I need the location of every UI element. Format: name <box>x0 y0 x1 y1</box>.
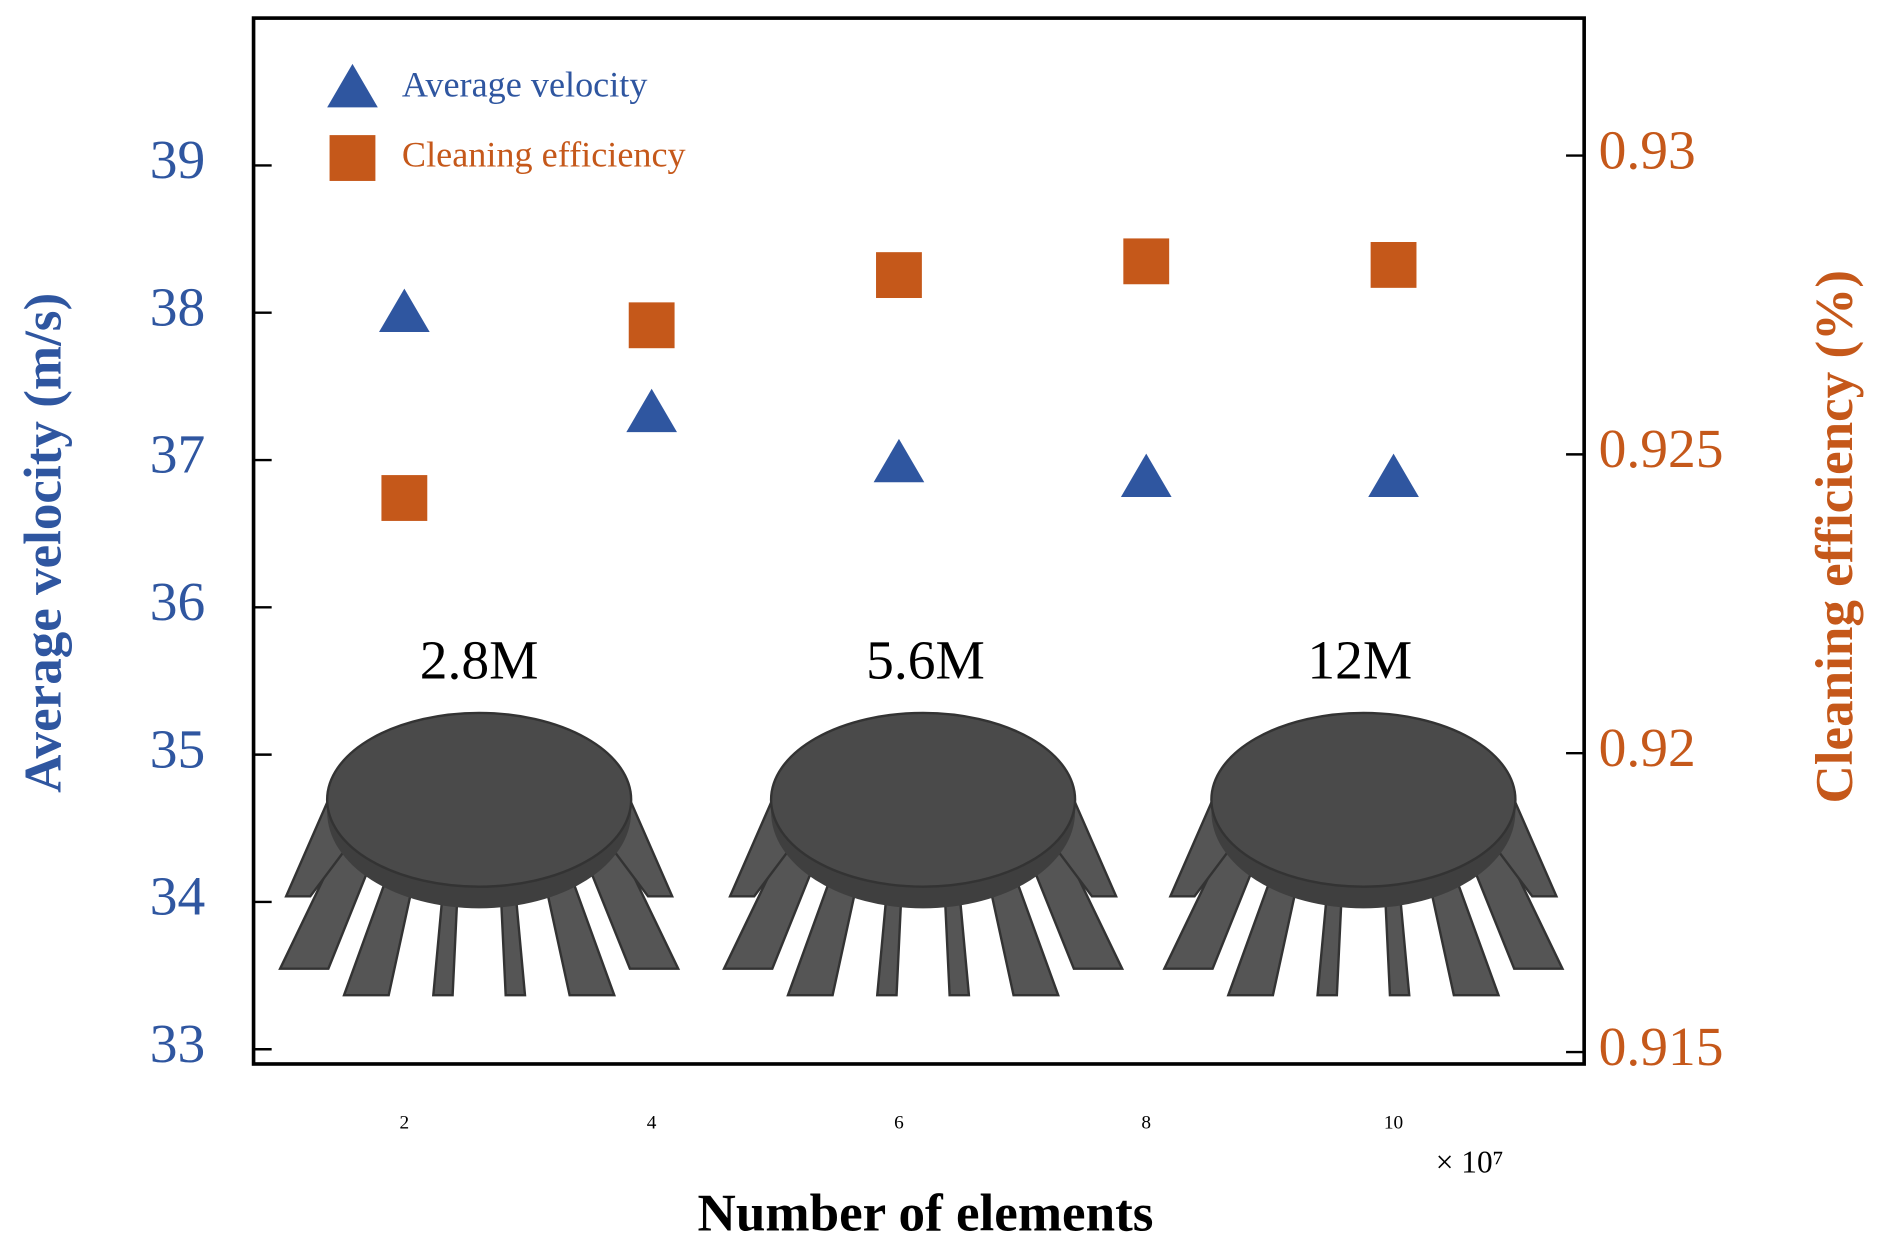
point <box>1120 453 1172 497</box>
y2-axis-title: Cleaning efficiency (%) <box>1806 270 1864 803</box>
legend-marker <box>329 135 376 181</box>
x-multiplier: × 10⁷ <box>1436 1145 1504 1180</box>
point <box>876 252 922 299</box>
y2-tick-label: 0.93 <box>1599 120 1696 181</box>
mesh-label: 2.8M <box>420 631 539 692</box>
y2-tick-label: 0.92 <box>1599 718 1696 779</box>
x-tick-label: 8 <box>1141 1113 1151 1134</box>
point <box>626 388 677 433</box>
mesh-label: 12M <box>1307 631 1412 692</box>
y2-tick-label: 0.915 <box>1599 1017 1724 1078</box>
x-tick-label: 6 <box>894 1113 904 1134</box>
y-tick-label: 34 <box>150 867 205 928</box>
plot-frame <box>251 16 1586 1066</box>
y-tick-label: 39 <box>150 130 205 191</box>
y2-tick-label: 0.925 <box>1599 419 1724 480</box>
x-tick-label: 10 <box>1384 1113 1403 1134</box>
x-tick-label: 2 <box>400 1113 410 1134</box>
legend-marker <box>327 63 378 108</box>
x-axis-title: Number of elements <box>698 1185 1154 1243</box>
x-tick-label: 4 <box>647 1113 657 1134</box>
point <box>379 288 430 333</box>
y-axis-title: Average velocity (m/s) <box>15 293 73 793</box>
y-tick-label: 35 <box>150 719 205 780</box>
mesh-illustrations <box>278 711 1564 997</box>
point <box>873 438 925 483</box>
point <box>381 475 428 521</box>
point <box>1368 453 1419 497</box>
point <box>1370 242 1417 288</box>
mesh-label: 5.6M <box>866 631 985 692</box>
y-tick-label: 33 <box>150 1014 205 1075</box>
point <box>1123 238 1170 285</box>
y-tick-label: 38 <box>150 277 205 338</box>
legend-label: Average velocity <box>402 64 647 104</box>
y-tick-label: 36 <box>150 572 205 633</box>
legend-label: Cleaning efficiency <box>402 134 686 174</box>
point <box>628 302 675 349</box>
y-tick-label: 37 <box>150 425 205 486</box>
